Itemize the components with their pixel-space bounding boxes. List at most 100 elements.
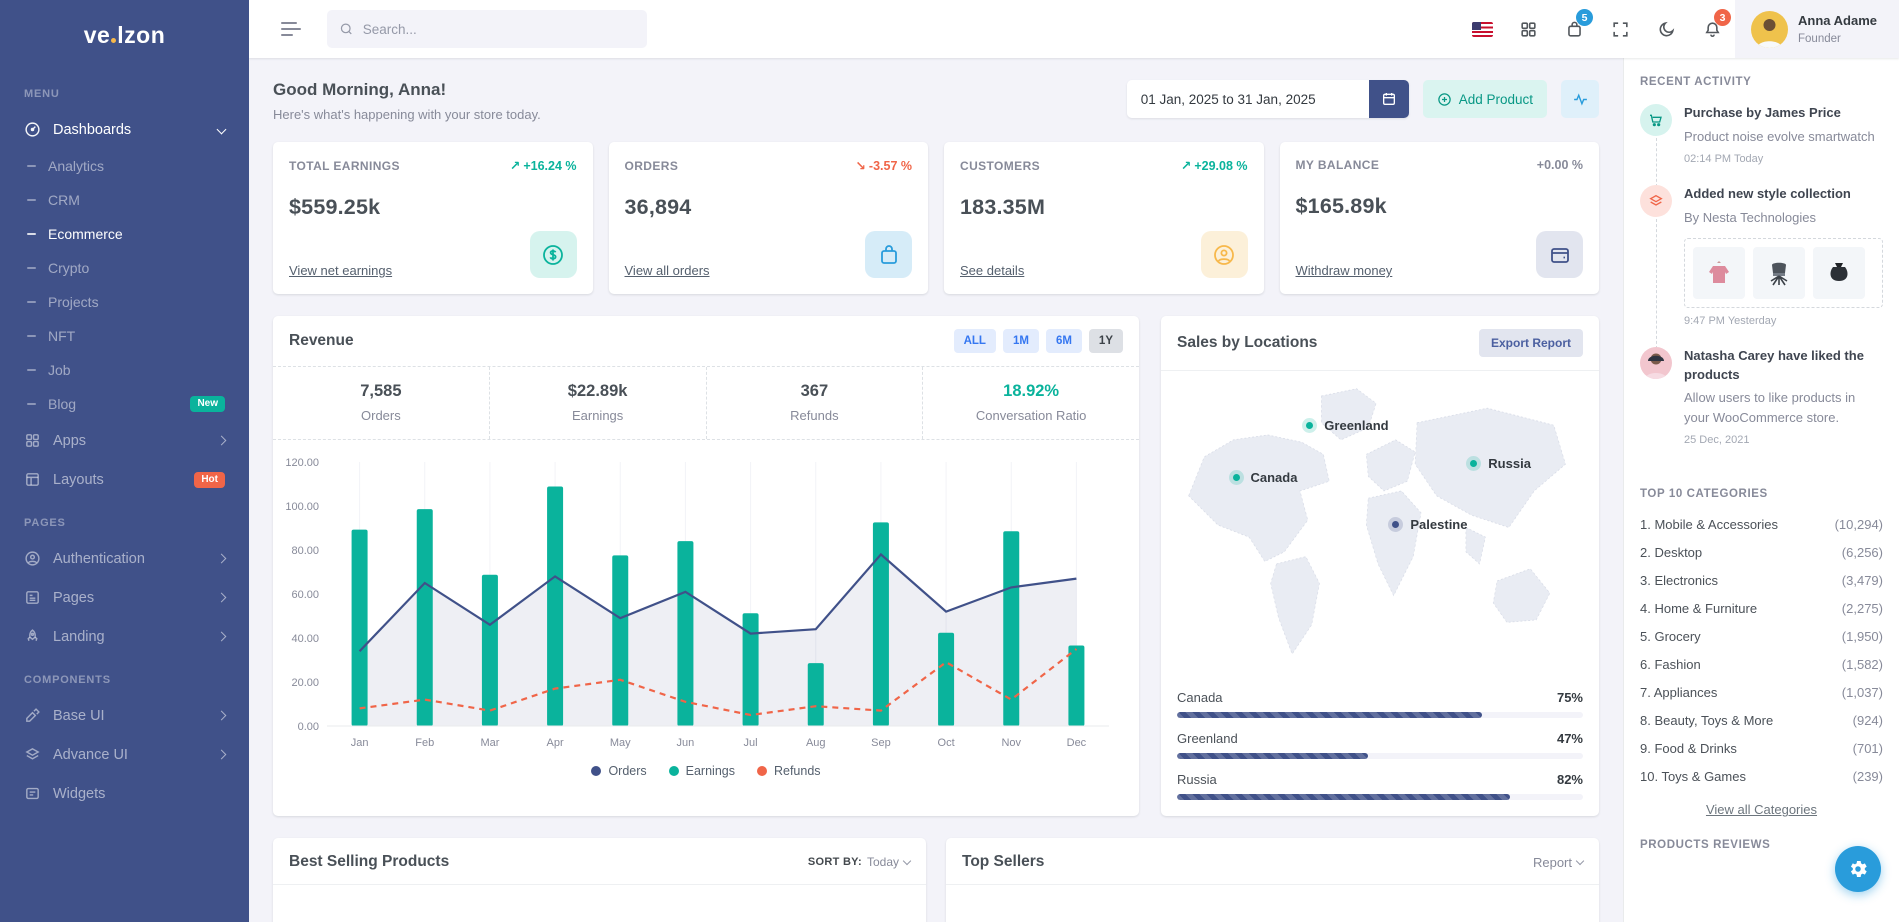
sidebar-item-ecommerce[interactable]: Ecommerce	[0, 217, 249, 251]
filter-1y-button[interactable]: 1Y	[1088, 329, 1123, 353]
svg-text:Jun: Jun	[677, 737, 695, 749]
report-dropdown[interactable]: Report	[1533, 855, 1585, 870]
category-row: 3. Electronics (3,479)	[1640, 572, 1883, 588]
legend-refunds[interactable]: Refunds	[756, 764, 821, 778]
cart-button[interactable]: 5	[1551, 6, 1597, 52]
sidebar-item-projects[interactable]: Projects	[0, 285, 249, 319]
language-flag-button[interactable]	[1459, 6, 1505, 52]
settings-fab-button[interactable]	[1835, 846, 1881, 892]
revenue-card: Revenue ALL 1M 6M 1Y 7,585 Orders $22.89k…	[273, 316, 1139, 816]
stat-label: TOTAL EARNINGS	[289, 158, 400, 173]
sidebar-item-apps[interactable]: Apps	[0, 421, 249, 460]
date-range-picker[interactable]: 01 Jan, 2025 to 31 Jan, 2025	[1126, 80, 1409, 118]
sidebar-section-menu: MENU	[24, 88, 60, 100]
legend-dot	[668, 766, 679, 776]
search-input[interactable]	[362, 21, 635, 37]
sidebar-item-analytics[interactable]: Analytics	[0, 149, 249, 183]
sales-locations-title: Sales by Locations	[1177, 334, 1318, 351]
revenue-filters: ALL 1M 6M 1Y	[953, 329, 1123, 353]
web-apps-button[interactable]	[1505, 6, 1551, 52]
top-categories-title: TOP 10 CATEGORIES	[1640, 488, 1768, 501]
stat-label: ORDERS	[624, 158, 679, 173]
stat-label: MY BALANCE	[1295, 158, 1380, 172]
legend-earnings[interactable]: Earnings	[668, 764, 735, 778]
add-product-button[interactable]: Add Product	[1422, 80, 1547, 118]
activity-title: Natasha Carey have liked the products	[1684, 347, 1864, 382]
search-box	[327, 10, 647, 48]
notifications-button[interactable]: 3	[1689, 6, 1735, 52]
svg-text:Sep: Sep	[871, 737, 891, 749]
stat-value: 36,894	[624, 195, 692, 219]
map-marker-greenland[interactable]: Greenland	[1302, 417, 1389, 433]
sidebar-item-blog[interactable]: Blog New	[0, 387, 249, 421]
sidebar-item-pages[interactable]: Pages	[0, 578, 249, 617]
category-row: 4. Home & Furniture (2,275)	[1640, 600, 1883, 616]
notification-count-badge: 3	[1714, 9, 1732, 26]
sidebar-item-landing[interactable]: Landing	[0, 617, 249, 656]
filter-6m-button[interactable]: 6M	[1045, 329, 1082, 353]
sidebar-item-authentication[interactable]: Authentication	[0, 539, 249, 578]
product-thumb-pouch[interactable]	[1813, 246, 1865, 299]
svg-text:0.00: 0.00	[298, 721, 319, 733]
dash-icon	[27, 301, 36, 303]
marker-dot-icon	[1228, 470, 1244, 486]
sidebar-item-widgets[interactable]: Widgets	[0, 774, 249, 813]
filter-all-button[interactable]: ALL	[953, 329, 996, 353]
sort-by-dropdown[interactable]: SORT BY: Today	[808, 855, 912, 869]
location-row-russia: Russia 82%	[1177, 772, 1583, 800]
chevron-right-icon	[216, 553, 227, 564]
chevron-right-icon	[216, 710, 227, 721]
view-net-earnings-link[interactable]: View net earnings	[289, 263, 393, 278]
sidebar-item-base-ui[interactable]: Base UI	[0, 696, 249, 735]
legend-orders[interactable]: Orders	[591, 764, 647, 778]
svg-text:Nov: Nov	[1001, 737, 1021, 749]
hamburger-menu-icon[interactable]	[281, 18, 301, 40]
shopping-bag-icon	[865, 231, 912, 278]
brand-logo[interactable]: ve lzon	[0, 0, 249, 70]
top-sellers-title: Top Sellers	[962, 853, 1045, 870]
page-title: Good Morning, Anna!	[273, 80, 447, 99]
activity-time: 02:14 PM Today	[1684, 153, 1764, 166]
activity-title: Purchase by James Price	[1684, 105, 1841, 120]
export-report-button[interactable]: Export Report	[1478, 329, 1583, 357]
product-thumb-chair[interactable]	[1753, 246, 1805, 299]
filter-1m-button[interactable]: 1M	[1002, 329, 1039, 353]
see-details-link[interactable]: See details	[960, 263, 1025, 278]
view-all-categories-link[interactable]: View all Categories	[1705, 802, 1818, 818]
legend-dot	[591, 766, 602, 776]
sidebar-section-pages: PAGES	[24, 517, 66, 529]
product-thumb-sweater[interactable]	[1693, 246, 1745, 299]
svg-text:100.00: 100.00	[285, 501, 319, 513]
dash-icon	[27, 369, 36, 371]
wallet-icon	[1536, 231, 1583, 278]
activity-pulse-button[interactable]	[1561, 80, 1599, 118]
layers-icon	[1640, 185, 1672, 218]
fullscreen-button[interactable]	[1597, 6, 1643, 52]
sidebar-item-dashboards[interactable]: Dashboards	[0, 110, 249, 149]
sidebar-item-nft[interactable]: NFT	[0, 319, 249, 353]
withdraw-money-link[interactable]: Withdraw money	[1295, 263, 1393, 278]
map-marker-russia[interactable]: Russia	[1466, 455, 1531, 471]
sidebar-item-job[interactable]: Job	[0, 353, 249, 387]
world-map-svg	[1188, 388, 1566, 655]
dashboard-icon	[25, 122, 40, 137]
sidebar-item-advance-ui[interactable]: Advance UI	[0, 735, 249, 774]
sidebar-item-crypto[interactable]: Crypto	[0, 251, 249, 285]
sidebar-item-crm[interactable]: CRM	[0, 183, 249, 217]
top-categories-list: 1. Mobile & Accessories (10,294) 2. Deskt…	[1640, 510, 1883, 790]
revenue-summary: 7,585 Orders $22.89k Earnings 367 Refunds 1…	[273, 366, 1139, 440]
category-row: 7. Appliances (1,037)	[1640, 684, 1883, 700]
chevron-right-icon	[216, 592, 227, 603]
dark-mode-button[interactable]	[1643, 6, 1689, 52]
caret-down-icon	[902, 856, 912, 865]
page-header: Good Morning, Anna! Here's what's happen…	[273, 80, 1599, 122]
revenue-title: Revenue	[289, 332, 354, 349]
main-content: Good Morning, Anna! Here's what's happen…	[249, 58, 1623, 922]
search-icon	[340, 23, 352, 35]
page-icon	[26, 591, 39, 604]
map-marker-palestine[interactable]: Palestine	[1388, 517, 1467, 532]
user-menu[interactable]: Anna Adame Founder	[1735, 0, 1899, 58]
view-all-orders-link[interactable]: View all orders	[624, 263, 710, 278]
sidebar-item-layouts[interactable]: Layouts Hot	[0, 460, 249, 499]
map-marker-canada[interactable]: Canada	[1228, 470, 1297, 486]
